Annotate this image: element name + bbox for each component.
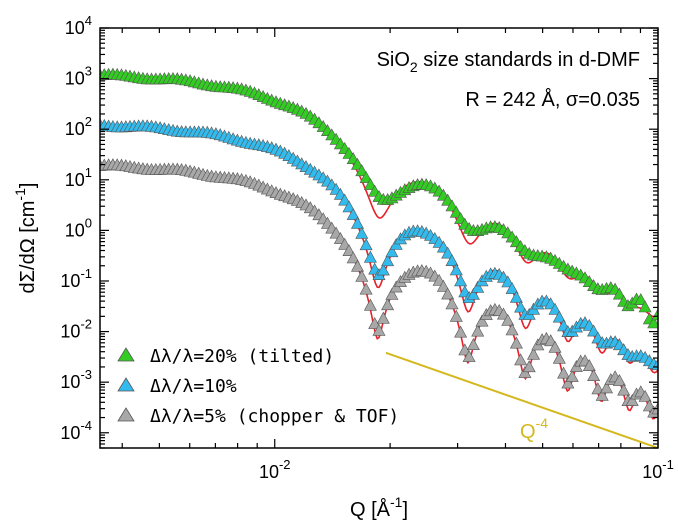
- data-point-series-1: [363, 250, 377, 263]
- data-point-series-0: [634, 293, 648, 306]
- x-tick-label: 10-1: [642, 457, 674, 482]
- data-point-series-2: [514, 353, 528, 366]
- data-point-series-2: [518, 365, 532, 378]
- data-point-series-1: [441, 246, 455, 259]
- data-point-series-2: [509, 336, 523, 349]
- data-point-series-1: [587, 324, 601, 337]
- data-point-series-1: [471, 280, 485, 293]
- plot-frame: [99, 27, 659, 449]
- data-point-series-1: [376, 263, 390, 276]
- data-point-series-2: [617, 383, 631, 396]
- legend-marker-5pct: [117, 407, 135, 422]
- data-point-series-2: [591, 382, 605, 395]
- data-point-series-2: [561, 376, 575, 389]
- data-point-series-1: [505, 281, 519, 294]
- data-point-series-2: [359, 282, 373, 295]
- data-point-series-2: [355, 269, 369, 282]
- data-point-series-1: [509, 290, 523, 303]
- data-point-series-1: [350, 216, 365, 229]
- data-point-series-2: [565, 369, 579, 382]
- data-point-series-2: [548, 340, 562, 353]
- data-point-series-2: [582, 359, 596, 372]
- data-point-series-2: [625, 393, 639, 406]
- legend-marker-20pct: [117, 347, 135, 362]
- data-point-series-1: [449, 263, 463, 276]
- data-point-series-2: [595, 388, 609, 401]
- data-point-series-2: [462, 349, 476, 362]
- data-point-series-2: [612, 373, 626, 386]
- y-tick-label: 10-4: [60, 418, 92, 443]
- y-tick-label: 10-1: [60, 266, 92, 291]
- data-point-series-1: [346, 207, 360, 220]
- data-point-series-0: [638, 300, 652, 313]
- data-point-series-2: [454, 325, 468, 338]
- data-point-series-2: [441, 287, 455, 300]
- data-point-series-1: [514, 300, 528, 313]
- data-point-series-2: [599, 381, 614, 394]
- data-point-series-0: [651, 308, 658, 321]
- data-point-series-0: [363, 177, 377, 190]
- data-point-series-2: [505, 323, 519, 336]
- data-point-series-2: [449, 309, 463, 322]
- data-point-series-2: [475, 314, 489, 327]
- data-point-series-2: [638, 389, 652, 402]
- legend-label-20pct: Δλ/λ=20% (tilted): [150, 346, 334, 367]
- data-point-series-0: [359, 170, 373, 183]
- data-point-series-2: [350, 259, 365, 272]
- y-tick-label: 101: [65, 165, 92, 190]
- data-point-series-2: [342, 244, 356, 256]
- data-point-series-1: [385, 245, 399, 258]
- legend-marker-10pct: [117, 377, 135, 392]
- data-point-series-2: [544, 334, 558, 347]
- data-point-series-2: [346, 251, 360, 264]
- data-point-series-2: [466, 338, 480, 351]
- data-point-series-1: [342, 200, 356, 213]
- annotation-line-1: SiO2 size standards in d-DMF: [377, 49, 640, 75]
- data-point-series-2: [471, 324, 485, 337]
- data-point-series-2: [587, 369, 601, 382]
- data-point-series-2: [372, 323, 386, 336]
- data-point-series-2: [385, 287, 399, 300]
- data-point-series-2: [522, 360, 536, 373]
- data-point-series-2: [501, 313, 515, 326]
- data-point-series-1: [381, 254, 395, 267]
- data-point-series-2: [436, 279, 450, 292]
- data-point-series-2: [445, 297, 459, 310]
- x-axis-title: Q [Å-1]: [350, 494, 408, 521]
- y-tick-label: 10-2: [60, 317, 92, 342]
- data-point-series-0: [647, 316, 658, 329]
- data-point-series-1: [338, 193, 352, 206]
- legend-label-5pct: Δλ/λ=5% (chopper & TOF): [150, 406, 399, 427]
- data-point-series-1: [501, 275, 515, 288]
- y-axis-title: dΣ/dΩ [cm-1]: [12, 183, 39, 294]
- data-point-series-0: [612, 287, 626, 300]
- data-point-series-2: [526, 347, 541, 360]
- q4-label: Q-4: [520, 415, 548, 443]
- annotation-line-2: R = 242 Å, σ=0.035: [465, 88, 640, 111]
- data-point-series-2: [552, 351, 566, 364]
- legend: Δλ/λ=20% (tilted) Δλ/λ=10% Δλ/λ=5% (chop…: [117, 346, 399, 427]
- y-tick-label: 102: [65, 114, 92, 139]
- data-point-series-1: [355, 226, 369, 239]
- data-point-series-1: [466, 287, 480, 300]
- data-point-series-1: [454, 274, 468, 287]
- data-point-series-1: [445, 254, 459, 267]
- data-point-series-1: [359, 238, 373, 251]
- q4-reference-line: [385, 351, 658, 448]
- y-tick-label: 104: [65, 13, 92, 38]
- data-point-series-1: [552, 310, 566, 323]
- data-point-series-0: [355, 164, 369, 177]
- x-tick-label: 10-2: [259, 457, 291, 482]
- legend-label-10pct: Δλ/λ=10%: [150, 376, 237, 397]
- data-point-series-2: [557, 366, 571, 379]
- y-tick-label: 103: [65, 64, 92, 89]
- data-point-series-2: [381, 298, 395, 311]
- y-tick-label: 10-3: [60, 367, 92, 392]
- data-point-series-2: [363, 298, 377, 311]
- data-point-series-1: [548, 302, 562, 315]
- y-tick-label: 100: [65, 215, 92, 240]
- data-point-series-2: [376, 311, 390, 324]
